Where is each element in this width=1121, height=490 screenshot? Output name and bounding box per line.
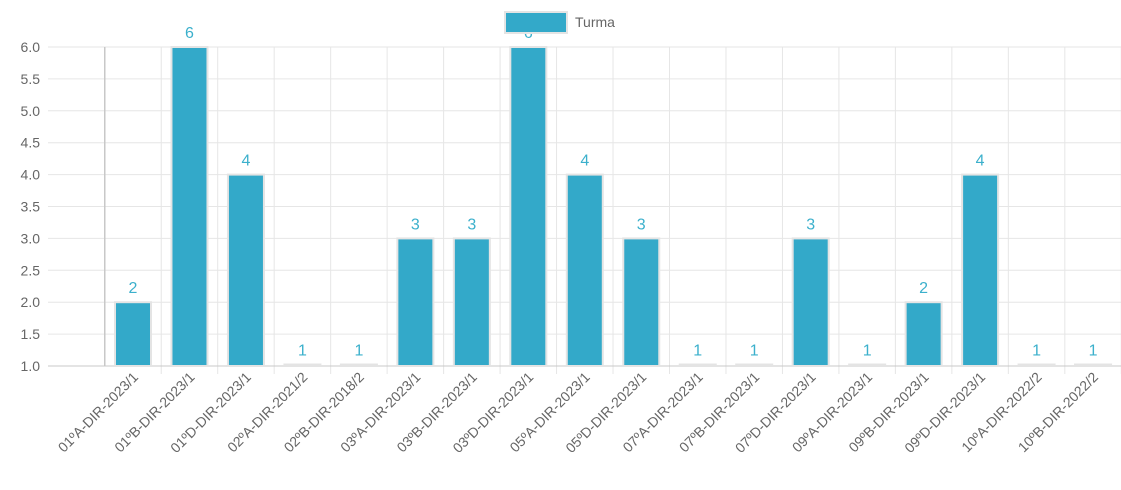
- y-tick-label: 4.5: [21, 135, 41, 151]
- bar[interactable]: [114, 301, 152, 368]
- bars: [114, 46, 1113, 368]
- bar[interactable]: [678, 363, 717, 367]
- data-label: 4: [241, 153, 250, 170]
- bar[interactable]: [283, 363, 322, 367]
- legend-swatch[interactable]: [504, 11, 568, 34]
- bar[interactable]: [961, 173, 1000, 367]
- data-label: 3: [806, 216, 815, 233]
- bar[interactable]: [339, 363, 378, 367]
- y-tick-label: 3.5: [21, 199, 41, 215]
- y-tick-label: 2.0: [21, 294, 41, 310]
- bar[interactable]: [396, 237, 435, 367]
- bar[interactable]: [791, 237, 830, 367]
- data-label: 3: [467, 216, 476, 233]
- y-tick-label: 5.0: [21, 103, 41, 119]
- data-label: 1: [750, 343, 759, 360]
- data-label: 6: [185, 25, 194, 42]
- legend-label[interactable]: Turma: [575, 14, 615, 30]
- data-label: 4: [580, 153, 589, 170]
- data-label: 1: [863, 343, 872, 360]
- data-label: 1: [1089, 343, 1098, 360]
- data-label: 1: [1032, 343, 1041, 360]
- bar[interactable]: [509, 46, 548, 367]
- bar[interactable]: [170, 46, 209, 367]
- data-label: 2: [129, 280, 138, 297]
- y-tick-label: 5.5: [21, 71, 41, 87]
- bar[interactable]: [735, 363, 774, 367]
- bar[interactable]: [622, 237, 661, 367]
- y-axis-ticks: 6.0 5.5 5.0 4.5 4.0 3.5 3.0 2.5 2.0 1.5 1.0: [21, 39, 41, 374]
- data-label: 3: [637, 216, 646, 233]
- legend[interactable]: Turma: [504, 11, 615, 34]
- y-tick-label: 6.0: [21, 39, 41, 55]
- y-tick-label: 3.0: [21, 230, 41, 246]
- x-axis-ticks: 01ºA-DIR-2023/101ºB-DIR-2023/101ºD-DIR-2…: [55, 369, 1102, 456]
- bar[interactable]: [226, 173, 265, 367]
- data-label: 1: [298, 343, 307, 360]
- bar[interactable]: [452, 237, 491, 367]
- y-tick-label: 4.0: [21, 167, 41, 183]
- y-tick-label: 2.5: [21, 262, 41, 278]
- data-label: 2: [919, 280, 928, 297]
- bar[interactable]: [848, 363, 887, 367]
- bar[interactable]: [1017, 363, 1056, 367]
- bar[interactable]: [565, 173, 604, 367]
- data-label: 3: [411, 216, 420, 233]
- bar[interactable]: [1074, 363, 1113, 367]
- data-label: 4: [976, 153, 985, 170]
- bar[interactable]: [904, 301, 943, 368]
- data-label: 1: [693, 343, 702, 360]
- y-tick-label: 1.5: [21, 326, 41, 342]
- data-label: 1: [354, 343, 363, 360]
- y-tick-label: 1.0: [21, 358, 41, 374]
